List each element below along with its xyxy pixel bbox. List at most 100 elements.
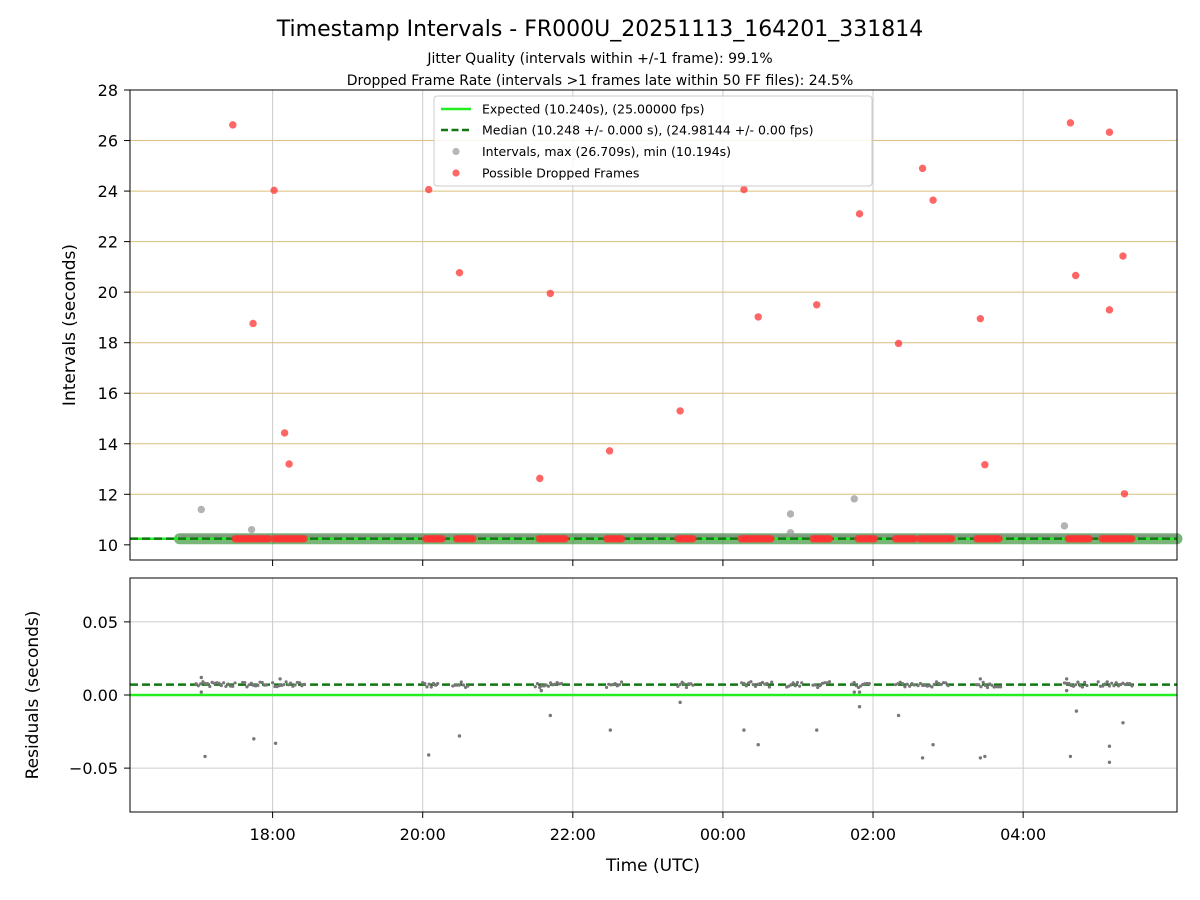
residual-baseline-0-12 (221, 681, 226, 685)
dropped-frame-point-25 (1120, 490, 1129, 498)
residual-baseline-14-2 (979, 685, 983, 689)
intervals-ylabel: Intervals (seconds) (60, 244, 80, 406)
dropped-frame-point-8 (536, 474, 544, 483)
interval-point-5 (1060, 522, 1069, 530)
dropped-frame-point-24 (1119, 252, 1127, 260)
residual-outlier-28 (978, 677, 983, 681)
residual-baseline-10-0 (811, 683, 815, 687)
residual-baseline-0-3 (201, 680, 205, 684)
residual-baseline-9-2 (789, 683, 793, 687)
residual-baseline-3-2 (425, 685, 429, 689)
residual-baseline-16-7 (1112, 684, 1116, 688)
residual-outlier-15 (978, 756, 983, 760)
intervals-ytick-label-6: 22 (98, 233, 118, 252)
residual-baseline-14-5 (985, 685, 990, 690)
residuals-ytick-label-2: 0.05 (82, 613, 118, 632)
residual-baseline-0-0 (194, 682, 198, 686)
residual-outlier-4 (457, 734, 462, 738)
residual-baseline-3-4 (429, 685, 433, 689)
legend-dropped-label: Possible Dropped Frames (482, 166, 639, 181)
residual-baseline-15-4 (1071, 684, 1076, 688)
residual-baseline-0-6 (208, 684, 212, 689)
residual-baseline-11-2 (854, 684, 858, 688)
intervals-plot: 10 12 14 16 18 20 22 24 26 28 Intervals (seconds)… (60, 81, 1183, 566)
legend-intervals-swatch (452, 147, 460, 156)
dropped-frame-point-4 (285, 460, 293, 468)
dropped-baseline-13-12 (995, 535, 1003, 543)
residual-baseline-3-3 (427, 682, 431, 686)
chart-subtitle-dropped: Dropped Frame Rate (intervals >1 frames … (347, 73, 854, 89)
residual-baseline-9-4 (793, 684, 797, 688)
dropped-frame-point-20 (1066, 119, 1075, 127)
chart-subtitle-jitter: Jitter Quality (intervals within +/-1 fr… (426, 51, 772, 67)
dropped-frame-point-0 (229, 121, 237, 129)
residual-baseline-8-5 (751, 683, 755, 687)
residual-baseline-8-4 (749, 680, 753, 684)
dropped-baseline-11-10 (910, 535, 919, 543)
residual-baseline-11-1 (852, 680, 856, 685)
residual-baseline-5-0 (533, 685, 537, 689)
residual-baseline-9-5 (795, 680, 800, 685)
residual-baseline-13-7 (932, 682, 936, 686)
dropped-frame-point-7 (546, 289, 555, 298)
dropped-baseline-2-16 (300, 535, 308, 543)
residual-baseline-8-2 (744, 684, 748, 688)
residual-baseline-2-7 (286, 683, 290, 687)
residual-outlier-8 (742, 728, 746, 732)
residuals-axes: −0.05 0.00 0.05 18:00 20:00 22:00 00:00 02:00 04… (69, 613, 1046, 844)
residual-baseline-4-3 (457, 683, 461, 687)
residual-baseline-16-14 (1128, 681, 1132, 686)
dropped-frame-point-10 (676, 407, 684, 415)
residual-outlier-29 (1064, 688, 1069, 693)
residual-baseline-2-8 (289, 681, 293, 685)
dropped-frame-point-23 (1105, 128, 1114, 136)
residual-baseline-12-4 (903, 685, 907, 689)
residual-baseline-9-6 (797, 684, 802, 688)
residual-outlier-2 (273, 741, 278, 745)
dropped-baseline-8-16 (767, 535, 775, 543)
residuals-xtick-label-2: 22:00 (550, 825, 596, 844)
residual-baseline-13-2 (921, 683, 925, 688)
residual-baseline-16-2 (1101, 684, 1105, 688)
residual-baseline-13-8 (934, 680, 939, 684)
residual-baseline-0-10 (217, 681, 221, 685)
residual-outlier-30 (1064, 677, 1069, 681)
residual-baseline-14-1 (977, 683, 981, 687)
residual-baseline-0-14 (226, 682, 230, 686)
residual-outlier-7 (678, 700, 682, 705)
residuals-xtick-label-3: 00:00 (700, 825, 746, 844)
residuals-ylabel: Residuals (seconds) (23, 611, 43, 780)
residual-baseline-10-5 (823, 681, 827, 685)
dropped-frame-point-14 (855, 210, 864, 218)
residual-baseline-8-6 (753, 684, 758, 689)
residual-outlier-25 (539, 688, 543, 693)
residuals-xtick-label-5: 04:00 (1000, 825, 1046, 844)
legend-expected-label: Expected (10.240s), (25.00000 fps) (482, 102, 704, 117)
dropped-frame-point-3 (280, 429, 289, 437)
residual-baseline-12-6 (908, 684, 912, 688)
dropped-frame-point-19 (981, 461, 989, 469)
residual-baseline-1-9 (260, 680, 264, 685)
residual-baseline-2-0 (271, 681, 275, 685)
residual-outlier-19 (1107, 744, 1112, 748)
dropped-baseline-4-9 (469, 535, 477, 543)
dropped-frame-point-13 (813, 301, 821, 309)
residual-baseline-2-10 (293, 683, 297, 687)
legend-dropped-swatch (452, 169, 460, 177)
residual-baseline-12-2 (898, 680, 902, 684)
residual-baseline-14-4 (983, 683, 987, 688)
residual-baseline-3-7 (436, 681, 440, 686)
residual-baseline-0-16 (231, 684, 235, 688)
residual-baseline-16-15 (1130, 684, 1134, 688)
residual-baseline-3-5 (431, 681, 436, 686)
residual-baseline-2-5 (282, 682, 286, 687)
residual-baseline-4-7 (466, 684, 470, 688)
dropped-baseline-14-11 (1085, 535, 1093, 543)
dropped-frame-point-2 (270, 186, 278, 195)
residual-baseline-0-17 (233, 681, 237, 685)
residual-baseline-8-9 (760, 680, 765, 685)
residual-baseline-0-2 (199, 682, 203, 686)
chart-title: Timestamp Intervals - FR000U_20251113_16… (276, 17, 923, 42)
